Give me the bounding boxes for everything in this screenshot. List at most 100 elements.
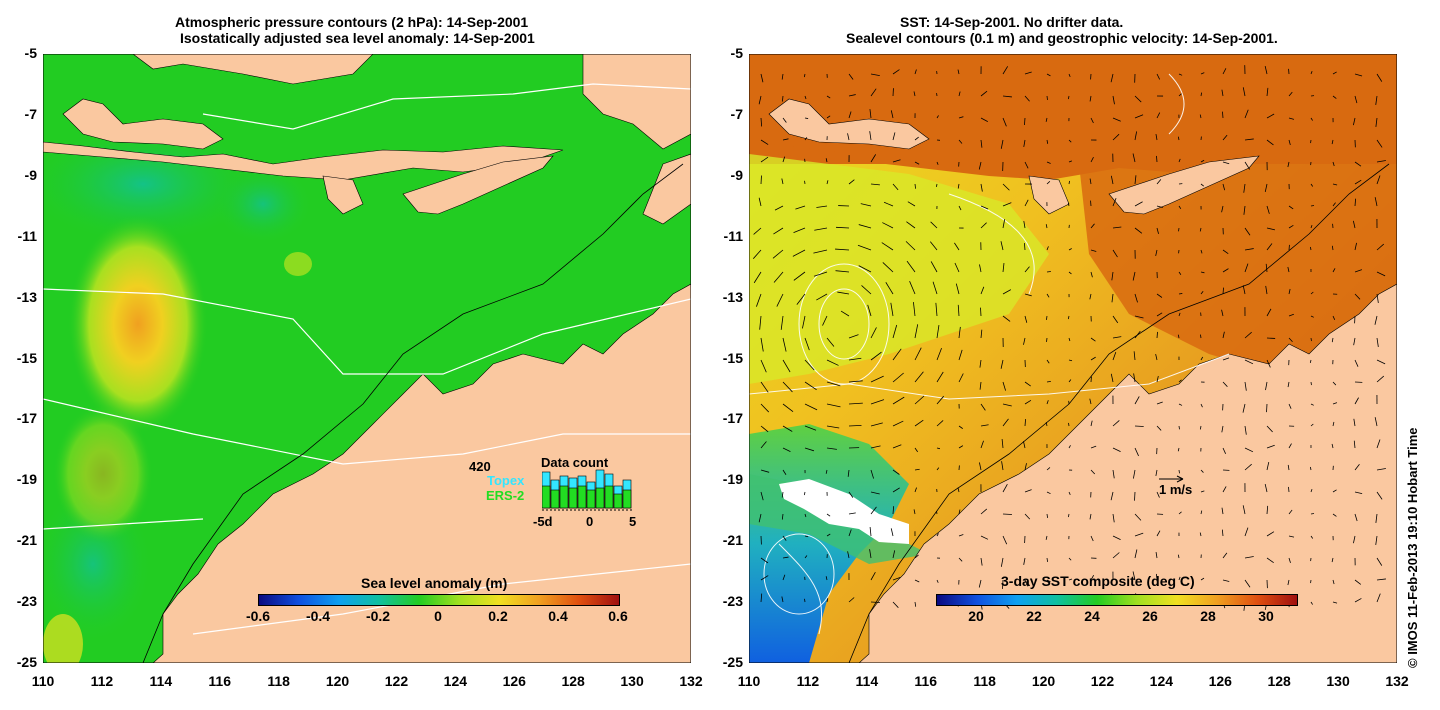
velocity-vector — [1222, 552, 1228, 559]
velocity-vector — [826, 180, 829, 185]
right-lat-tick: -19 — [722, 471, 743, 488]
velocity-vector — [782, 138, 789, 141]
velocity-vector — [782, 574, 786, 581]
right-lon-tick: 130 — [1326, 673, 1350, 689]
velocity-vector — [1156, 312, 1163, 317]
velocity-vector — [848, 512, 856, 515]
velocity-vector — [1287, 381, 1290, 388]
velocity-vector — [1134, 447, 1139, 457]
velocity-vector — [1354, 161, 1362, 167]
velocity-vector — [826, 403, 841, 408]
velocity-vector — [1068, 578, 1073, 581]
right-sealevel-contours — [748, 73, 1230, 635]
velocity-vector — [835, 270, 850, 273]
velocity-vector — [1024, 293, 1032, 297]
velocity-vector — [1353, 337, 1356, 346]
velocity-vector — [914, 601, 917, 607]
velocity-vector — [958, 349, 963, 361]
velocity-vector — [813, 271, 828, 277]
velocity-vector — [1200, 72, 1205, 75]
geostrophic-velocity-vectors — [752, 65, 1386, 611]
velocity-vector — [1112, 535, 1121, 540]
velocity-vector — [1221, 89, 1224, 97]
velocity-vector — [1376, 73, 1383, 82]
velocity-vector — [760, 441, 767, 449]
velocity-vector — [1222, 183, 1226, 191]
scale-label: 1 m/s — [1159, 482, 1193, 497]
left-lon-tick: 116 — [208, 673, 232, 689]
velocity-vector — [776, 293, 784, 307]
right-lon-tick: 120 — [1031, 673, 1056, 689]
velocity-vector — [1134, 114, 1144, 119]
velocity-vector — [958, 205, 962, 211]
velocity-vector — [1178, 158, 1181, 163]
velocity-vector — [892, 469, 900, 475]
velocity-vector — [848, 357, 862, 361]
velocity-vector — [803, 491, 806, 496]
velocity-vector — [1134, 131, 1138, 141]
velocity-vector — [1244, 381, 1247, 391]
velocity-vector — [1222, 111, 1224, 119]
right-lon-tick: 116 — [914, 673, 938, 689]
velocity-vector — [1376, 468, 1386, 471]
velocity-vector — [914, 371, 924, 383]
velocity-vector — [882, 222, 894, 229]
velocity-vector — [1376, 139, 1383, 148]
velocity-vector — [1178, 73, 1183, 76]
velocity-vector — [1309, 246, 1312, 251]
velocity-vector — [1332, 489, 1337, 493]
velocity-vector — [1024, 579, 1029, 587]
velocity-vector — [1222, 381, 1228, 387]
velocity-vector — [1332, 601, 1338, 604]
velocity-vector — [1110, 175, 1114, 185]
velocity-vector — [826, 337, 835, 347]
velocity-vector — [914, 468, 920, 471]
velocity-vector — [892, 506, 895, 515]
credit-text: © IMOS 11-Feb-2013 19:10 Hobart Time — [1405, 427, 1420, 668]
velocity-vector — [1000, 241, 1004, 251]
velocity-vector — [826, 513, 831, 517]
velocity-vector — [1068, 445, 1071, 449]
velocity-vector — [1134, 201, 1143, 207]
inset-bar-ers2 — [613, 493, 623, 509]
right-map — [748, 53, 1398, 710]
velocity-vector — [979, 264, 982, 273]
velocity-vector — [759, 315, 762, 330]
velocity-vector — [1354, 463, 1360, 471]
velocity-vector — [1243, 183, 1246, 193]
velocity-vector — [760, 557, 769, 564]
velocity-vector — [1354, 73, 1363, 77]
left-lon-tick: 132 — [679, 673, 703, 689]
velocity-vector — [1178, 93, 1182, 97]
left-colorbar-tick: 0 — [434, 608, 442, 624]
inset-bar-ers2 — [622, 489, 632, 509]
right-colorbar-title: 3-day SST composite (deg C) — [1001, 573, 1195, 589]
left-lon-tick: 120 — [325, 673, 350, 689]
velocity-vector — [1221, 529, 1224, 537]
velocity-vector — [1002, 263, 1005, 273]
right-lat-tick: -9 — [730, 166, 743, 183]
left-lat-tick: -9 — [24, 166, 37, 183]
velocity-vector — [914, 347, 922, 361]
velocity-vector — [826, 447, 837, 450]
left-lat-tick: -13 — [16, 288, 37, 305]
velocity-vector — [958, 425, 963, 429]
velocity-vector — [774, 205, 784, 211]
velocity-vector — [870, 399, 885, 405]
velocity-vector — [1354, 293, 1361, 300]
velocity-vector — [1332, 381, 1337, 386]
velocity-vector — [1177, 447, 1180, 452]
velocity-vector — [1046, 380, 1051, 383]
velocity-vector — [1199, 227, 1202, 232]
right-lat-tick: -7 — [730, 105, 743, 122]
sla-positive-anomaly — [68, 214, 208, 434]
velocity-vector — [1331, 443, 1334, 449]
velocity-vector — [1002, 117, 1007, 127]
velocity-vector — [1112, 133, 1120, 141]
velocity-vector — [848, 73, 854, 80]
right-title-line1: SST: 14-Sep-2001. No drifter data. — [900, 14, 1124, 30]
velocity-vector — [936, 447, 941, 450]
velocity-vector — [914, 579, 920, 583]
velocity-vector — [782, 156, 786, 163]
velocity-vector — [1001, 439, 1004, 449]
